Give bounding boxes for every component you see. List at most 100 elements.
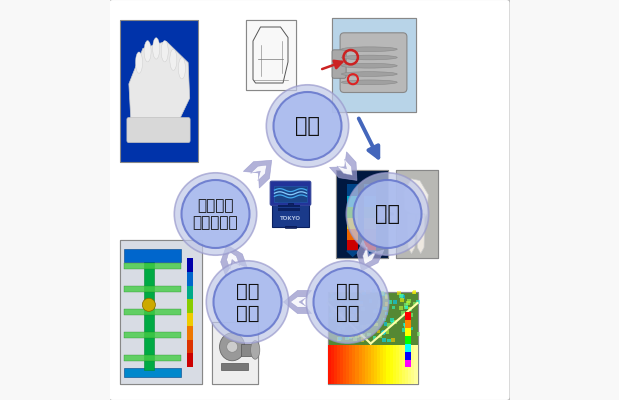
Bar xyxy=(360,300,363,304)
Bar xyxy=(404,323,408,326)
Bar xyxy=(331,309,335,313)
Circle shape xyxy=(266,85,348,167)
Bar xyxy=(347,308,350,311)
Circle shape xyxy=(313,268,381,336)
Bar xyxy=(364,206,376,218)
Bar xyxy=(187,272,193,286)
Bar xyxy=(345,337,348,340)
Bar xyxy=(391,321,394,324)
Bar xyxy=(366,324,370,328)
Bar xyxy=(338,336,342,340)
Bar xyxy=(335,331,339,334)
Bar xyxy=(352,317,355,320)
Ellipse shape xyxy=(170,49,177,70)
Polygon shape xyxy=(337,159,352,175)
Ellipse shape xyxy=(161,40,168,62)
Bar xyxy=(333,295,336,299)
Bar xyxy=(392,306,396,309)
Bar xyxy=(373,318,377,322)
Bar xyxy=(337,337,341,341)
Bar xyxy=(396,170,438,258)
Ellipse shape xyxy=(341,72,397,76)
Polygon shape xyxy=(404,179,428,221)
Bar xyxy=(382,338,386,342)
Bar xyxy=(340,298,344,302)
Bar xyxy=(361,334,365,338)
Bar xyxy=(400,298,404,302)
Polygon shape xyxy=(364,251,376,256)
Bar xyxy=(347,239,358,251)
Bar xyxy=(405,312,411,320)
Bar xyxy=(345,302,348,306)
Bar xyxy=(331,345,334,384)
Bar xyxy=(187,339,193,353)
Bar xyxy=(402,345,405,384)
FancyBboxPatch shape xyxy=(272,192,309,227)
Polygon shape xyxy=(129,41,189,131)
Bar xyxy=(277,208,300,211)
Bar xyxy=(407,300,411,303)
Text: 試作: 試作 xyxy=(375,204,400,224)
Circle shape xyxy=(181,180,249,248)
Ellipse shape xyxy=(341,64,397,68)
Bar xyxy=(405,320,411,328)
Bar xyxy=(409,327,413,330)
Bar xyxy=(404,306,407,309)
Circle shape xyxy=(175,173,257,255)
Bar xyxy=(335,170,387,258)
Bar xyxy=(383,307,386,310)
Bar xyxy=(381,292,385,296)
Circle shape xyxy=(306,261,389,343)
Ellipse shape xyxy=(178,58,186,79)
Circle shape xyxy=(227,341,238,352)
Bar xyxy=(363,325,366,329)
Bar xyxy=(350,318,353,322)
Ellipse shape xyxy=(136,52,142,73)
Ellipse shape xyxy=(153,38,160,59)
Bar xyxy=(410,313,413,317)
Bar xyxy=(387,339,391,342)
Polygon shape xyxy=(284,290,311,314)
Bar xyxy=(405,343,411,352)
Bar xyxy=(327,292,417,384)
Bar xyxy=(408,345,412,384)
Polygon shape xyxy=(290,297,308,307)
Ellipse shape xyxy=(341,47,397,52)
Bar xyxy=(331,297,334,301)
Bar xyxy=(187,258,193,272)
Bar xyxy=(407,326,410,330)
Polygon shape xyxy=(417,214,425,254)
Bar xyxy=(397,291,401,295)
Bar xyxy=(347,206,358,218)
Bar xyxy=(187,353,193,367)
Bar xyxy=(241,344,255,356)
Bar xyxy=(364,217,376,229)
Bar xyxy=(124,263,181,269)
Circle shape xyxy=(346,173,429,255)
Bar xyxy=(330,290,334,294)
Bar xyxy=(384,295,388,298)
Bar xyxy=(364,239,376,251)
Bar xyxy=(187,326,193,340)
Text: 品質
保証: 品質 保証 xyxy=(236,282,259,322)
Bar xyxy=(373,336,376,340)
Bar xyxy=(366,290,370,294)
Ellipse shape xyxy=(341,80,397,85)
Bar xyxy=(378,300,382,304)
Bar xyxy=(288,203,293,206)
Bar xyxy=(389,345,393,384)
Bar xyxy=(414,345,418,384)
Bar xyxy=(405,345,409,384)
Bar xyxy=(187,299,193,313)
Bar xyxy=(411,345,415,384)
Bar xyxy=(413,302,417,305)
Bar xyxy=(401,311,405,314)
Bar xyxy=(124,249,181,262)
Bar xyxy=(392,345,396,384)
Text: 開発: 開発 xyxy=(295,116,320,136)
Bar xyxy=(361,338,365,342)
Bar xyxy=(353,337,357,341)
Bar xyxy=(246,20,295,90)
Text: 生産
技術: 生産 技術 xyxy=(335,282,359,322)
Bar xyxy=(400,294,404,297)
